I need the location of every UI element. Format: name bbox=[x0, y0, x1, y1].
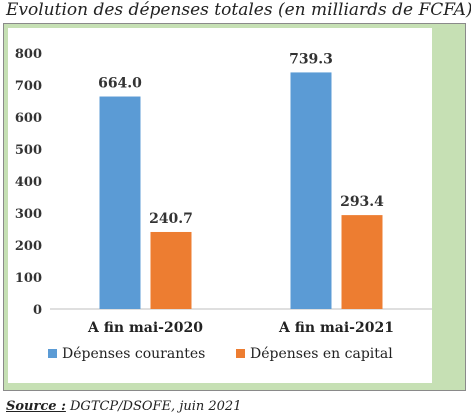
plot-area: 0 100 200 300 400 500 600 700 800 664.0 240.7 A fin… bbox=[8, 28, 432, 383]
bar-chart: 0 100 200 300 400 500 600 700 800 664.0 240.7 A fin… bbox=[15, 47, 432, 362]
legend-label: Dépenses en capital bbox=[250, 346, 393, 362]
x-category-label: A fin mai-2020 bbox=[87, 320, 203, 336]
bar-depenses-courantes bbox=[99, 96, 141, 310]
data-label: 240.7 bbox=[149, 211, 193, 227]
legend-swatch bbox=[236, 349, 245, 358]
source-note: Source : DGTCP/DSOFE, juin 2021 bbox=[6, 399, 241, 414]
chart-frame: 0 100 200 300 400 500 600 700 800 664.0 240.7 A fin… bbox=[3, 23, 466, 391]
chart-title: Evolution des dépenses totales (en milli… bbox=[6, 0, 471, 20]
source-label: Source : bbox=[6, 399, 66, 414]
y-tick-label: 500 bbox=[15, 143, 42, 158]
y-tick-label: 200 bbox=[15, 239, 42, 254]
bar-depenses-courantes bbox=[290, 72, 332, 309]
data-label: 739.3 bbox=[289, 51, 333, 67]
y-tick-label: 700 bbox=[15, 79, 42, 94]
bar-depenses-capital bbox=[341, 215, 383, 309]
y-tick-label: 800 bbox=[15, 47, 42, 62]
data-label: 664.0 bbox=[98, 76, 142, 92]
y-tick-label: 0 bbox=[33, 303, 42, 318]
y-tick-label: 300 bbox=[15, 207, 42, 222]
legend-swatch bbox=[48, 349, 57, 358]
data-label: 293.4 bbox=[340, 194, 384, 210]
x-category-label: A fin mai-2021 bbox=[278, 320, 394, 336]
legend-label: Dépenses courantes bbox=[62, 346, 205, 362]
y-tick-label: 400 bbox=[15, 175, 42, 190]
y-tick-label: 600 bbox=[15, 111, 42, 126]
y-tick-label: 100 bbox=[15, 271, 42, 286]
source-text: DGTCP/DSOFE, juin 2021 bbox=[65, 399, 242, 414]
bar-depenses-capital bbox=[150, 231, 192, 309]
